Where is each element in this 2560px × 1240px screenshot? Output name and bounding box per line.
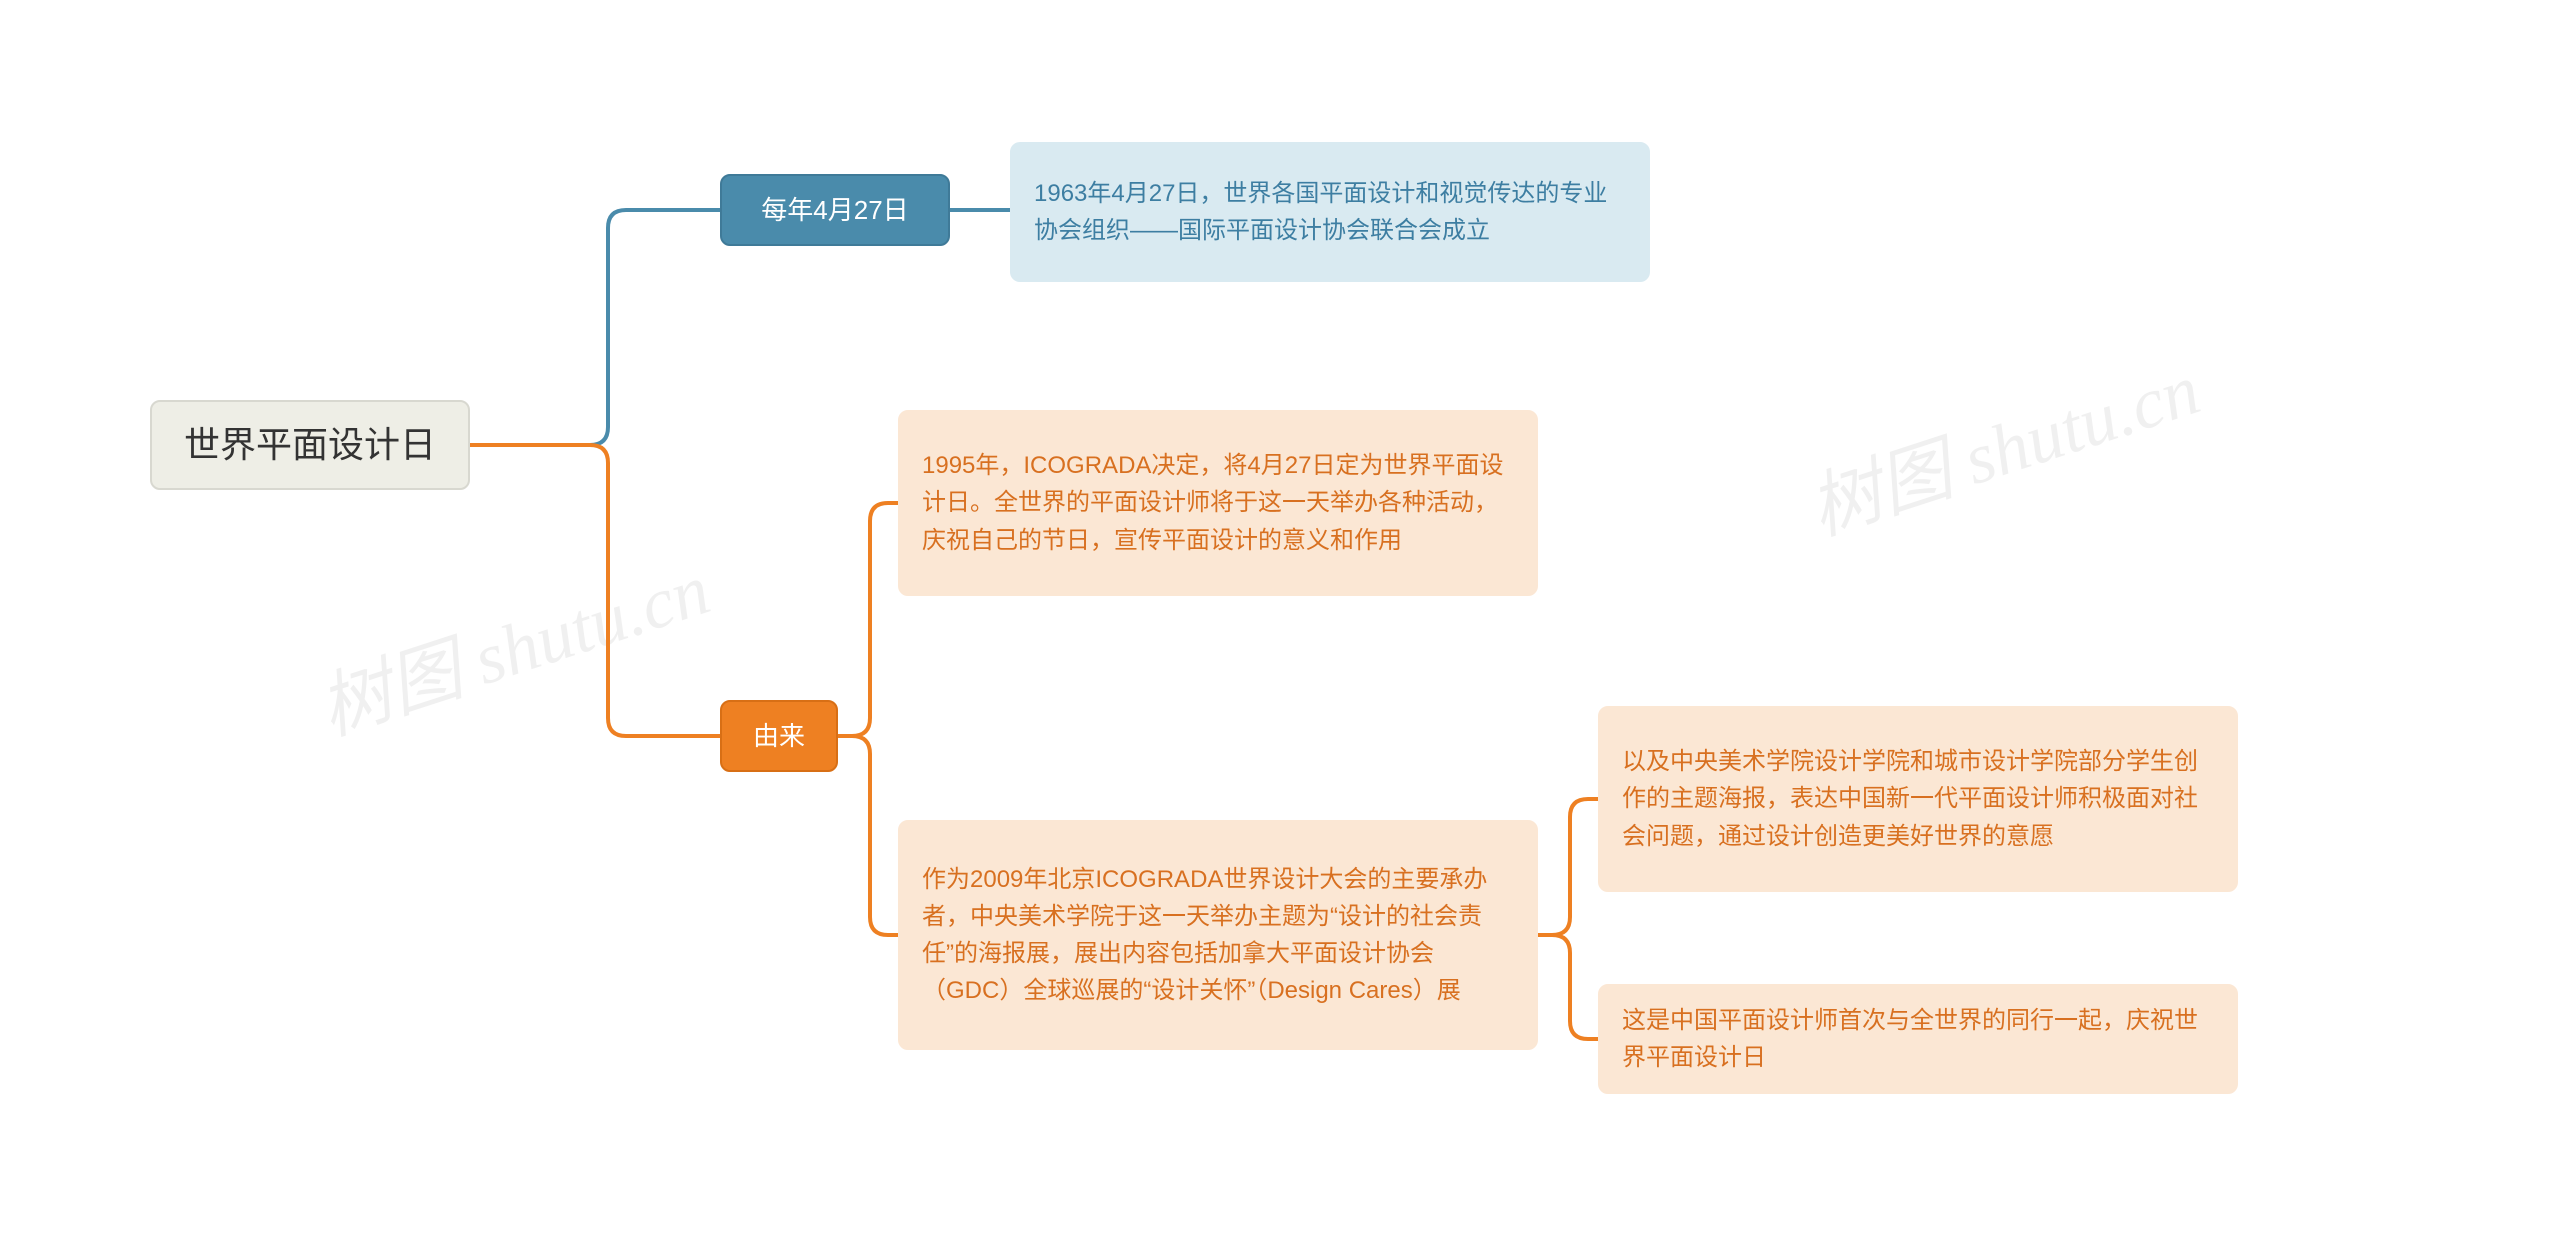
edge-root-origin xyxy=(470,445,720,736)
node-origin-2009-label: 作为2009年北京ICOGRADA世界设计大会的主要承办者，中央美术学院于这一天… xyxy=(922,861,1514,1010)
node-date[interactable]: 每年4月27日 xyxy=(720,174,950,246)
node-date-label: 每年4月27日 xyxy=(761,190,908,230)
edge-root-date xyxy=(470,210,720,445)
node-leaf-first-label: 这是中国平面设计师首次与全世界的同行一起，庆祝世界平面设计日 xyxy=(1622,1002,2214,1076)
edge-origin-2009 xyxy=(838,736,898,935)
node-origin[interactable]: 由来 xyxy=(720,700,838,772)
node-origin-1995[interactable]: 1995年，ICOGRADA决定，将4月27日定为世界平面设计日。全世界的平面设… xyxy=(898,410,1538,596)
node-date-detail[interactable]: 1963年4月27日，世界各国平面设计和视觉传达的专业协会组织——国际平面设计协… xyxy=(1010,142,1650,282)
root-node[interactable]: 世界平面设计日 xyxy=(150,400,470,490)
edge-2009-poster xyxy=(1538,799,1598,935)
node-date-detail-label: 1963年4月27日，世界各国平面设计和视觉传达的专业协会组织——国际平面设计协… xyxy=(1034,175,1626,249)
edge-2009-first xyxy=(1538,935,1598,1039)
node-origin-2009[interactable]: 作为2009年北京ICOGRADA世界设计大会的主要承办者，中央美术学院于这一天… xyxy=(898,820,1538,1050)
edge-origin-1995 xyxy=(838,503,898,736)
node-origin-1995-label: 1995年，ICOGRADA决定，将4月27日定为世界平面设计日。全世界的平面设… xyxy=(922,447,1514,559)
watermark: 树图 shutu.cn xyxy=(1794,330,2211,555)
node-origin-label: 由来 xyxy=(753,716,805,756)
node-leaf-first[interactable]: 这是中国平面设计师首次与全世界的同行一起，庆祝世界平面设计日 xyxy=(1598,984,2238,1094)
node-leaf-poster[interactable]: 以及中央美术学院设计学院和城市设计学院部分学生创作的主题海报，表达中国新一代平面… xyxy=(1598,706,2238,892)
watermark: 树图 shutu.cn xyxy=(304,530,721,755)
root-label: 世界平面设计日 xyxy=(184,417,436,473)
node-leaf-poster-label: 以及中央美术学院设计学院和城市设计学院部分学生创作的主题海报，表达中国新一代平面… xyxy=(1622,743,2214,855)
